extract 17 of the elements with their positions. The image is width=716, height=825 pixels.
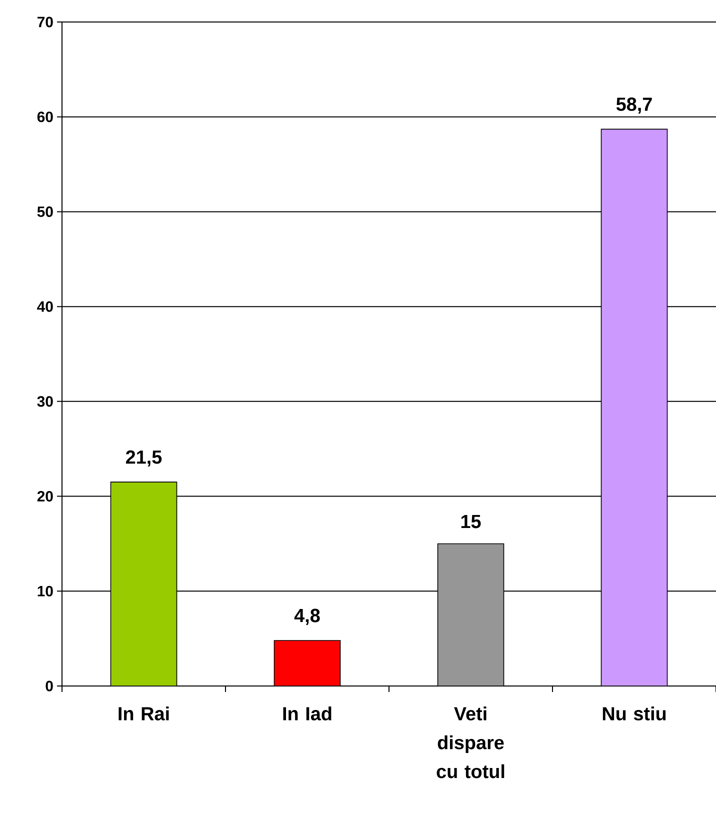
y-tick-label: 70: [38, 16, 53, 28]
data-label: 21,5: [126, 450, 162, 467]
y-tick-label: 40: [37, 301, 53, 312]
y-tick-label: 50: [37, 206, 53, 217]
y-tick-label: 20: [37, 490, 53, 502]
data-label: 4,8: [294, 608, 320, 625]
data-label: 58,7: [616, 98, 652, 114]
x-tick-label: Nu stiu: [602, 706, 666, 720]
y-tick-label: 10: [38, 586, 53, 596]
y-tick-label: 60: [37, 112, 53, 122]
x-tick-label: In Iad: [283, 706, 332, 720]
x-tick-label: Veti dispare cu totul: [436, 706, 504, 778]
x-tick-label: In Rai: [118, 706, 169, 720]
y-tick-label: 30: [37, 396, 53, 407]
y-tick-label: 0: [46, 680, 53, 692]
bar: [274, 640, 341, 686]
data-label: 15: [461, 514, 481, 528]
